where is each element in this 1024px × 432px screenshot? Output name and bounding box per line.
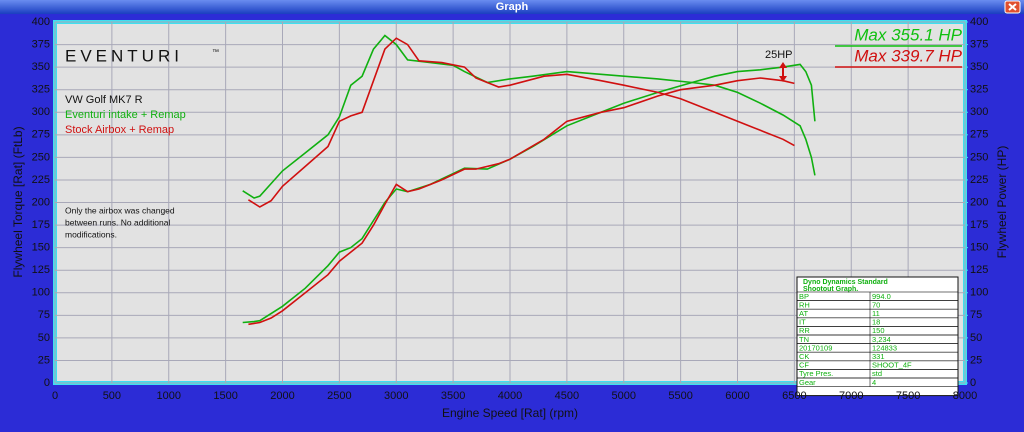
table-cell: 11: [872, 309, 880, 318]
x-tick-label: 4500: [555, 390, 579, 402]
x-tick-label: 7000: [839, 390, 863, 402]
table-header: Dyno Dynamics Standard: [803, 279, 888, 286]
x-tick-label: 0: [52, 390, 58, 402]
y-tick-label: 0: [44, 377, 50, 389]
x-tick-label: 5000: [612, 390, 636, 402]
y-tick-label: 175: [32, 219, 50, 231]
annotation: 25HP: [765, 49, 793, 61]
x-tick-label: 6500: [782, 390, 806, 402]
x-tick-label: 3000: [384, 390, 408, 402]
y2-axis-label: Flywheel Power (HP): [995, 146, 1009, 259]
logo: EVENTURI: [65, 46, 183, 65]
x-tick-label: 7500: [896, 390, 920, 402]
x-tick-label: 4000: [498, 390, 522, 402]
table-cell: AT: [799, 309, 808, 318]
y-tick-label: 325: [32, 84, 50, 96]
table-cell: RH: [799, 300, 810, 309]
y-tick-label: 225: [32, 174, 50, 186]
note: between runs. No additional: [65, 217, 170, 227]
table-cell: 4: [872, 378, 876, 387]
table-cell: 3,234: [872, 335, 891, 344]
table-cell: TN: [799, 335, 809, 344]
y2-tick-label: 300: [970, 106, 988, 118]
table-cell: Tyre Pres.: [799, 369, 833, 378]
x-axis-label: Engine Speed [Rat] (rpm): [442, 406, 578, 420]
table-cell: CF: [799, 361, 809, 370]
y2-tick-label: 200: [970, 196, 988, 208]
table-cell: IT: [799, 318, 806, 327]
x-tick-label: 2000: [270, 390, 294, 402]
table-cell: 150: [872, 326, 885, 335]
x-tick-label: 8000: [953, 390, 977, 402]
table-cell: RR: [799, 326, 810, 335]
x-tick-label: 1500: [213, 390, 237, 402]
y2-tick-label: 0: [970, 377, 976, 389]
x-tick-label: 500: [103, 390, 121, 402]
y2-tick-label: 100: [970, 287, 988, 299]
x-tick-label: 2500: [327, 390, 351, 402]
table-cell: 70: [872, 300, 880, 309]
legend-entry: Stock Airbox + Remap: [65, 124, 174, 136]
table-cell: std: [872, 369, 882, 378]
y2-tick-label: 225: [970, 174, 988, 186]
table-cell: CK: [799, 352, 809, 361]
x-tick-label: 6000: [725, 390, 749, 402]
torque-line: [247, 37, 795, 208]
y2-tick-label: 25: [970, 354, 982, 366]
y-tick-label: 375: [32, 38, 50, 50]
y2-tick-label: 250: [970, 151, 988, 163]
y-tick-label: 150: [32, 242, 50, 254]
y2-tick-label: 125: [970, 264, 988, 276]
table-row: [796, 377, 959, 387]
table-cell: 124833: [872, 343, 897, 352]
y-tick-label: 350: [32, 61, 50, 73]
y2-tick-label: 50: [970, 332, 982, 344]
y-tick-label: 250: [32, 151, 50, 163]
table-cell: BP: [799, 292, 809, 301]
x-tick-label: 5500: [668, 390, 692, 402]
y2-tick-label: 325: [970, 84, 988, 96]
y2-tick-label: 275: [970, 129, 988, 141]
y-tick-label: 300: [32, 106, 50, 118]
table-cell: Gear: [799, 378, 816, 387]
y-tick-label: 100: [32, 287, 50, 299]
y-axis-label: Flywheel Torque [Rat] (FtLb): [11, 126, 25, 277]
close-button[interactable]: [1004, 0, 1021, 14]
y2-tick-label: 350: [970, 61, 988, 73]
table-cell: 331: [872, 352, 885, 361]
table-cell: 18: [872, 318, 880, 327]
info-table: [796, 276, 959, 397]
y-tick-label: 400: [32, 16, 50, 28]
y-tick-label: 200: [32, 196, 50, 208]
note: modifications.: [65, 229, 117, 239]
title-bar: [0, 0, 1024, 14]
table-header: Shootout Graph.: [803, 286, 858, 293]
y-tick-label: 25: [38, 354, 50, 366]
y2-tick-label: 75: [970, 309, 982, 321]
max-label: Max 339.7 HP: [854, 46, 962, 65]
x-tick-label: 1000: [157, 390, 181, 402]
y-tick-label: 125: [32, 264, 50, 276]
y2-tick-label: 150: [970, 242, 988, 254]
legend-entry: Eventuri intake + Remap: [65, 109, 186, 121]
y2-tick-label: 375: [970, 38, 988, 50]
table-cell: 994.0: [872, 292, 891, 301]
max-label: Max 355.1 HP: [854, 25, 962, 44]
table-cell: 20170109: [799, 343, 832, 352]
y2-tick-label: 400: [970, 16, 988, 28]
note: Only the airbox was changed: [65, 205, 175, 215]
y-tick-label: 75: [38, 309, 50, 321]
power-line: [248, 77, 795, 326]
window-title: Graph: [496, 1, 529, 13]
table-cell: SHOOT_4F: [872, 361, 912, 370]
gain-arrow: [779, 62, 787, 82]
logo-mark: ™: [212, 49, 219, 56]
y-tick-label: 50: [38, 332, 50, 344]
x-tick-label: 3500: [441, 390, 465, 402]
y2-tick-label: 175: [970, 219, 988, 231]
y-tick-label: 275: [32, 129, 50, 141]
legend-title: VW Golf MK7 R: [65, 94, 143, 106]
